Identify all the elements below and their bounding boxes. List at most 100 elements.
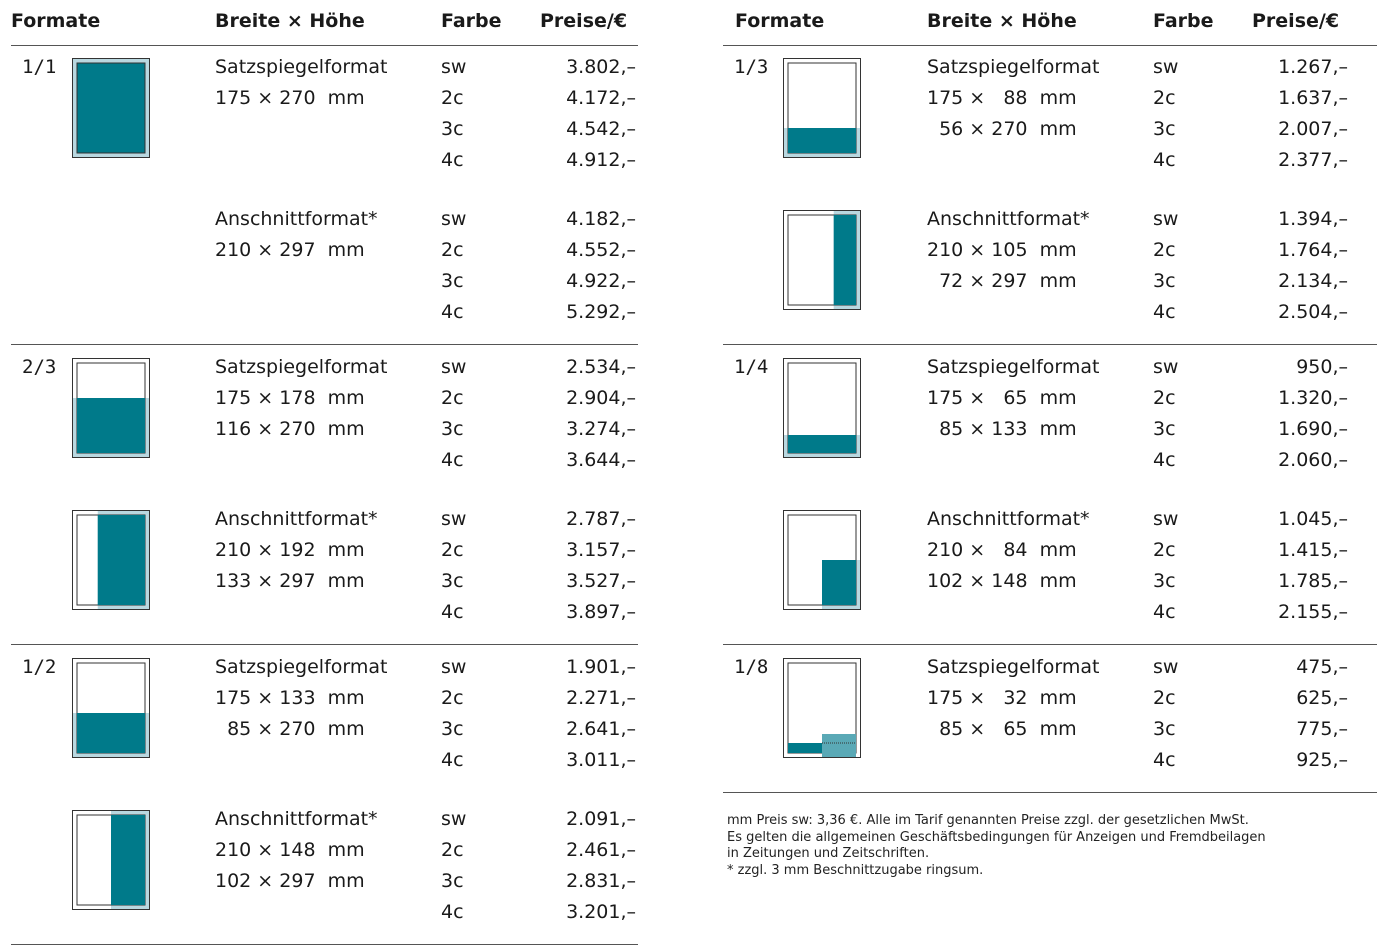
footnote-line: Es gelten die allgemeinen Geschäftsbedin… [727,829,1266,845]
price-value: 950,– [1296,356,1348,378]
format-type: Satzspiegelformat [215,656,388,678]
section-divider [11,644,638,645]
price-value: 4.182,– [566,208,636,230]
price-value: 4.172,– [566,87,636,109]
color-option: 2c [1153,539,1176,561]
two-thirds-horizontal-icon [72,358,150,458]
color-option: sw [441,808,467,830]
eighth-horizontal-icon [783,658,861,758]
color-option: 3c [1153,718,1176,740]
price-value: 1.267,– [1278,56,1348,78]
price-value: 2.060,– [1278,449,1348,471]
color-option: 4c [1153,301,1176,323]
header-color: Farbe [441,10,502,32]
header-divider-right [723,45,1377,46]
color-option: 3c [441,118,464,140]
color-option: 4c [1153,149,1176,171]
color-option: 4c [1153,601,1176,623]
price-value: 2.091,– [566,808,636,830]
color-option: 4c [441,601,464,623]
price-value: 3.274,– [566,418,636,440]
fraction-label: 2/3 [22,356,57,378]
color-option: 3c [1153,270,1176,292]
footnote-line: * zzgl. 3 mm Beschnittzugabe ringsum. [727,862,984,878]
price-value: 2.534,– [566,356,636,378]
price-value: 3.897,– [566,601,636,623]
color-option: sw [441,56,467,78]
fraction-label: 1/2 [22,656,57,678]
third-vertical-bleed-icon [783,210,861,310]
fraction-label: 1/4 [734,356,769,378]
color-option: 4c [1153,449,1176,471]
price-value: 2.271,– [566,687,636,709]
price-value: 4.922,– [566,270,636,292]
color-option: 2c [1153,239,1176,261]
format-dimensions: 72 × 297 mm [927,270,1077,292]
price-value: 2.641,– [566,718,636,740]
price-value: 3.802,– [566,56,636,78]
format-dimensions: 85 × 270 mm [215,718,365,740]
half-vertical-bleed-icon [72,810,150,910]
price-value: 2.155,– [1278,601,1348,623]
price-value: 1.415,– [1278,539,1348,561]
price-value: 3.011,– [566,749,636,771]
quarter-horizontal-icon [783,358,861,458]
section-divider [723,344,1377,345]
color-option: 3c [1153,418,1176,440]
footnote-line: in Zeitungen und Zeitschriften. [727,846,930,861]
color-option: 3c [441,270,464,292]
price-value: 625,– [1296,687,1348,709]
format-dimensions: 133 × 297 mm [215,570,365,592]
header-price: Preise/€ [540,10,628,32]
color-option: sw [441,356,467,378]
price-value: 3.201,– [566,901,636,923]
price-value: 5.292,– [566,301,636,323]
color-option: 4c [441,149,464,171]
color-option: 2c [441,239,464,261]
header-formats: Formate [11,10,101,32]
price-value: 1.394,– [1278,208,1348,230]
color-option: 2c [1153,387,1176,409]
format-type: Anschnittformat* [215,508,378,530]
section-divider [723,792,1377,793]
price-value: 2.504,– [1278,301,1348,323]
price-value: 775,– [1296,718,1348,740]
format-dimensions: 175 × 88 mm [927,87,1077,109]
color-option: 4c [441,749,464,771]
fraction-label: 1/1 [22,56,57,78]
header-size: Breite × Höhe [215,10,365,32]
price-value: 4.542,– [566,118,636,140]
format-dimensions: 102 × 148 mm [927,570,1077,592]
color-option: sw [441,656,467,678]
color-option: 3c [441,570,464,592]
fraction-label: 1/8 [734,656,769,678]
format-type: Anschnittformat* [215,808,378,830]
quarter-corner-bleed-icon [783,510,861,610]
color-option: 2c [441,539,464,561]
format-dimensions: 175 × 133 mm [215,687,365,709]
price-value: 2.134,– [1278,270,1348,292]
price-value: 2.831,– [566,870,636,892]
format-type: Anschnittformat* [927,208,1090,230]
price-value: 925,– [1296,749,1348,771]
price-value: 3.157,– [566,539,636,561]
two-thirds-vertical-bleed-icon [72,510,150,610]
color-option: 3c [1153,118,1176,140]
color-option: sw [1153,356,1179,378]
format-dimensions: 175 × 270 mm [215,87,365,109]
format-dimensions: 85 × 133 mm [927,418,1077,440]
price-value: 1.690,– [1278,418,1348,440]
color-option: 4c [441,449,464,471]
format-dimensions: 175 × 65 mm [927,387,1077,409]
price-value: 2.007,– [1278,118,1348,140]
header-size-right: Breite × Höhe [927,10,1077,32]
color-option: 2c [1153,87,1176,109]
price-value: 1.637,– [1278,87,1348,109]
color-option: 2c [441,387,464,409]
price-value: 2.904,– [566,387,636,409]
color-option: sw [441,508,467,530]
color-option: 3c [441,718,464,740]
color-option: 2c [441,687,464,709]
format-dimensions: 210 × 148 mm [215,839,365,861]
format-type: Satzspiegelformat [927,656,1100,678]
